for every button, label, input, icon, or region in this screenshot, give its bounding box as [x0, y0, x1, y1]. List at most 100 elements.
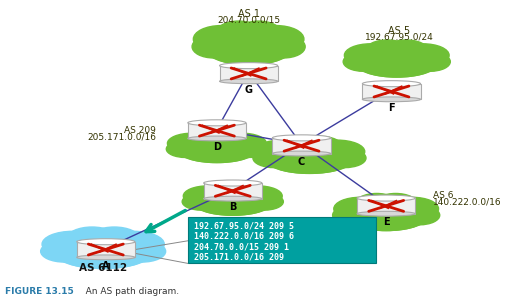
Ellipse shape	[77, 239, 135, 245]
Ellipse shape	[183, 186, 233, 206]
Ellipse shape	[103, 231, 164, 257]
Text: AS 5: AS 5	[388, 26, 411, 36]
Ellipse shape	[176, 135, 257, 163]
Ellipse shape	[89, 227, 139, 250]
Text: A: A	[102, 261, 110, 271]
Ellipse shape	[222, 182, 262, 200]
Ellipse shape	[262, 36, 305, 58]
Ellipse shape	[194, 26, 249, 53]
Ellipse shape	[188, 136, 246, 141]
Ellipse shape	[362, 81, 421, 87]
Text: AS 209: AS 209	[124, 126, 156, 135]
Ellipse shape	[53, 234, 153, 268]
Ellipse shape	[361, 57, 433, 77]
Ellipse shape	[343, 52, 384, 71]
Text: D: D	[213, 142, 221, 152]
Ellipse shape	[220, 79, 278, 84]
Ellipse shape	[385, 40, 427, 61]
Polygon shape	[204, 183, 262, 199]
Text: 140.222.0.0/16: 140.222.0.0/16	[433, 197, 501, 206]
Text: 205.171.0.0/16 209: 205.171.0.0/16 209	[194, 253, 284, 262]
Ellipse shape	[386, 197, 439, 220]
Ellipse shape	[333, 206, 373, 225]
Polygon shape	[77, 242, 135, 257]
Ellipse shape	[220, 63, 278, 69]
Ellipse shape	[323, 148, 366, 168]
Text: AS 6112: AS 6112	[79, 263, 127, 274]
Ellipse shape	[357, 195, 415, 201]
Polygon shape	[272, 138, 331, 154]
Ellipse shape	[183, 144, 251, 163]
Ellipse shape	[42, 231, 103, 257]
Text: F: F	[388, 103, 395, 113]
Ellipse shape	[366, 40, 409, 61]
Text: 205.171.0.0/16: 205.171.0.0/16	[87, 132, 156, 141]
Ellipse shape	[264, 143, 354, 173]
Ellipse shape	[192, 36, 235, 58]
Ellipse shape	[233, 186, 282, 206]
Text: G: G	[244, 85, 253, 95]
Ellipse shape	[344, 44, 397, 67]
Ellipse shape	[229, 141, 268, 157]
Ellipse shape	[182, 193, 221, 210]
Ellipse shape	[355, 194, 398, 214]
Text: AS 1: AS 1	[238, 9, 260, 19]
Ellipse shape	[118, 240, 166, 262]
FancyBboxPatch shape	[188, 217, 376, 263]
Ellipse shape	[199, 197, 267, 215]
Ellipse shape	[272, 151, 331, 156]
Ellipse shape	[297, 136, 342, 157]
Polygon shape	[357, 198, 415, 214]
Ellipse shape	[211, 41, 286, 65]
Ellipse shape	[236, 21, 281, 45]
Ellipse shape	[375, 194, 417, 214]
Text: AS 6: AS 6	[433, 191, 453, 200]
Ellipse shape	[397, 44, 449, 67]
Text: E: E	[383, 217, 389, 227]
Ellipse shape	[167, 133, 217, 154]
Ellipse shape	[309, 140, 365, 163]
Text: 204.70.0.0/15 209 1: 204.70.0.0/15 209 1	[194, 242, 289, 251]
Text: 192.67.95.0/24 209 5: 192.67.95.0/24 209 5	[194, 221, 294, 230]
Ellipse shape	[249, 26, 304, 53]
Text: 192.67.95.0/24: 192.67.95.0/24	[365, 33, 434, 42]
Ellipse shape	[362, 97, 421, 102]
Ellipse shape	[77, 255, 135, 260]
Ellipse shape	[277, 136, 322, 157]
Ellipse shape	[41, 240, 88, 262]
Ellipse shape	[343, 200, 429, 231]
Text: An AS path diagram.: An AS path diagram.	[77, 287, 179, 296]
Polygon shape	[362, 84, 421, 99]
Ellipse shape	[217, 133, 266, 154]
Ellipse shape	[204, 180, 262, 186]
Ellipse shape	[357, 211, 415, 216]
Ellipse shape	[206, 130, 246, 148]
Ellipse shape	[204, 182, 244, 200]
Ellipse shape	[61, 246, 145, 268]
Ellipse shape	[193, 188, 273, 215]
Ellipse shape	[204, 196, 262, 201]
Ellipse shape	[334, 197, 386, 220]
Ellipse shape	[272, 135, 331, 141]
Text: 204.70.0.0/15: 204.70.0.0/15	[217, 15, 280, 24]
Ellipse shape	[254, 140, 309, 163]
Text: B: B	[229, 202, 236, 212]
Ellipse shape	[188, 120, 246, 126]
Ellipse shape	[253, 148, 296, 168]
Text: 140.222.0.0/16 209 6: 140.222.0.0/16 209 6	[194, 232, 294, 241]
Polygon shape	[220, 66, 278, 81]
Ellipse shape	[245, 193, 284, 210]
Ellipse shape	[216, 21, 261, 45]
Ellipse shape	[272, 153, 347, 173]
Ellipse shape	[351, 210, 422, 231]
Ellipse shape	[354, 46, 440, 77]
Ellipse shape	[166, 141, 205, 157]
Text: FIGURE 13.15: FIGURE 13.15	[5, 287, 74, 296]
Ellipse shape	[399, 206, 440, 225]
Ellipse shape	[203, 29, 294, 65]
Ellipse shape	[188, 130, 228, 148]
Polygon shape	[188, 123, 246, 138]
Ellipse shape	[67, 227, 117, 250]
Ellipse shape	[410, 52, 450, 71]
Text: C: C	[298, 157, 305, 167]
